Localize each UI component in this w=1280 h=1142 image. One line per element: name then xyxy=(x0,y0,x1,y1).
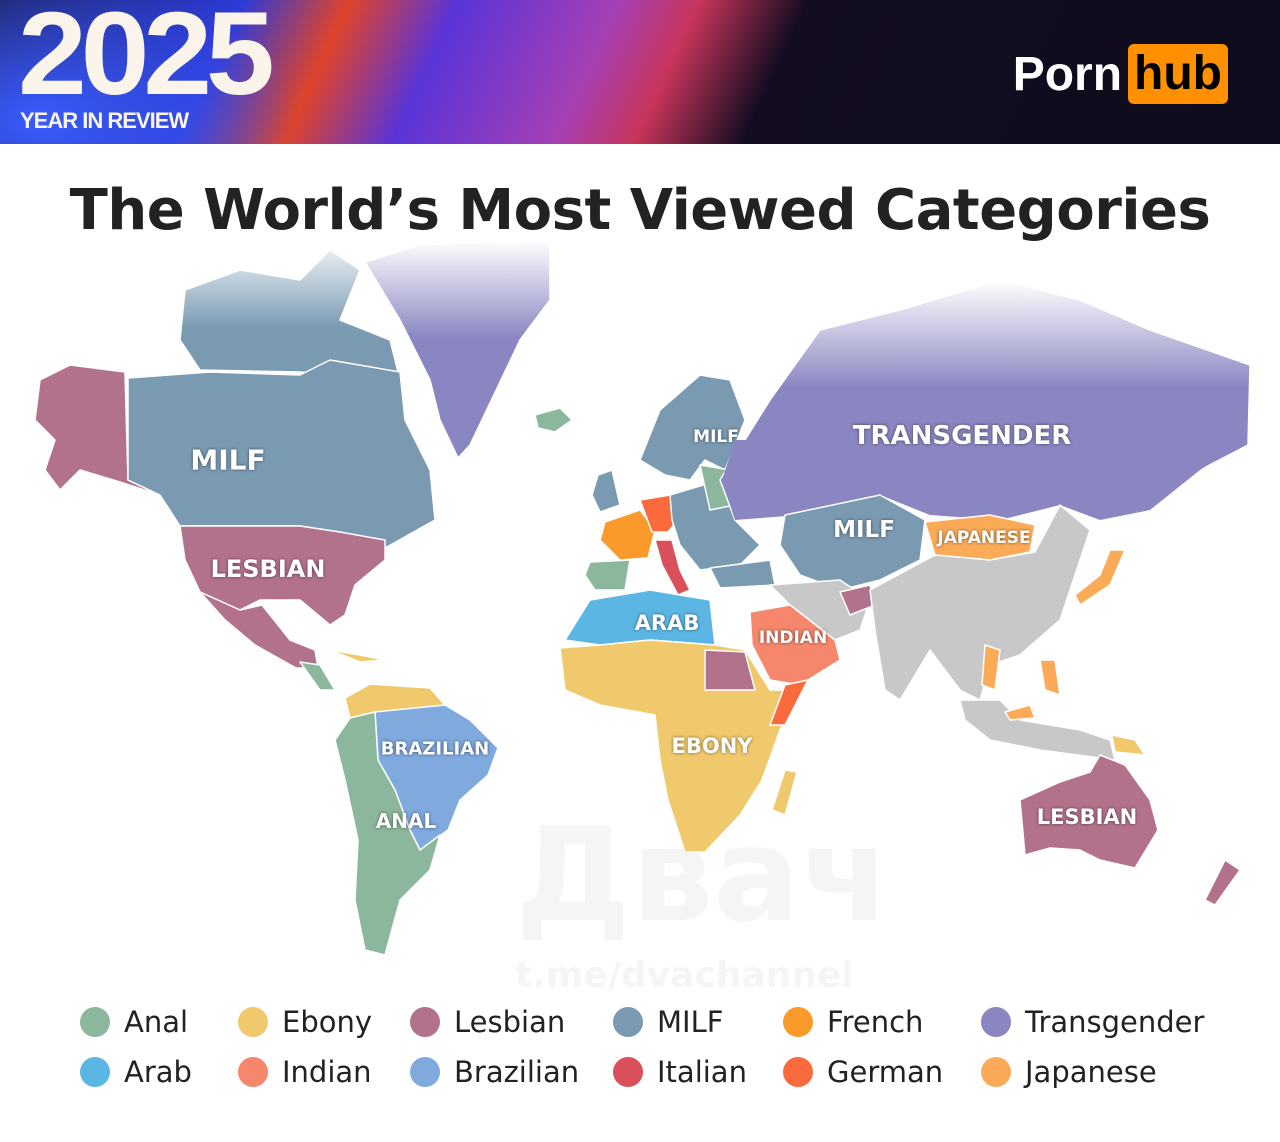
map-label-north-africa: ARAB xyxy=(634,611,700,635)
map-label-scandinavia: MILF xyxy=(693,427,739,447)
region-central-america xyxy=(299,661,336,691)
region-madagascar xyxy=(771,769,798,816)
legend-label: German xyxy=(827,1055,944,1089)
legend-item: German xyxy=(783,1055,981,1089)
region-australia xyxy=(1019,754,1159,869)
map-label-south-america: ANAL xyxy=(375,809,437,833)
legend-swatch xyxy=(410,1007,440,1037)
legend-label: Lesbian xyxy=(454,1005,566,1039)
legend-swatch xyxy=(80,1057,110,1087)
map-label-africa: EBONY xyxy=(671,734,753,758)
legend-swatch xyxy=(613,1057,643,1087)
legend-item: French xyxy=(783,1005,981,1039)
region-sudan xyxy=(704,649,756,691)
region-japan xyxy=(1074,549,1126,606)
header-banner: 2025 YEAR IN REVIEW Porn hub xyxy=(0,0,1280,144)
region-china-south-asia xyxy=(869,504,1091,701)
brand-logo: Porn hub xyxy=(1013,44,1228,104)
region-central-asia xyxy=(779,494,926,591)
region-italy xyxy=(654,539,691,596)
map-label-australia: LESBIAN xyxy=(1036,805,1138,829)
map-label-arabia: INDIAN xyxy=(758,628,828,648)
region-southeast-asia xyxy=(959,699,1116,761)
legend-item: Brazilian xyxy=(410,1055,613,1089)
region-arctic-canada xyxy=(179,249,401,381)
legend-swatch xyxy=(410,1057,440,1087)
page-title: The World’s Most Viewed Categories xyxy=(69,178,1211,243)
watermark-handle: t.me/dvachannel xyxy=(515,955,854,996)
legend-label: Brazilian xyxy=(454,1055,580,1089)
legend-label: French xyxy=(827,1005,924,1039)
legend-item: Arab xyxy=(80,1055,238,1089)
legend-item: Ebony xyxy=(238,1005,410,1039)
legend-label: Arab xyxy=(124,1055,192,1089)
legend-swatch xyxy=(981,1007,1011,1037)
legend-swatch xyxy=(613,1007,643,1037)
legend-item: MILF xyxy=(613,1005,783,1039)
legend-swatch xyxy=(238,1057,268,1087)
legend-label: Transgender xyxy=(1025,1005,1205,1039)
region-africa xyxy=(559,639,801,853)
region-canada xyxy=(127,359,436,549)
map-label-brazil: BRAZILIAN xyxy=(380,738,490,760)
legend-item: Lesbian xyxy=(410,1005,613,1039)
region-france xyxy=(599,509,656,561)
region-iberia xyxy=(584,559,631,591)
map-label-canada: MILF xyxy=(190,443,266,477)
watermark-logo: Двач xyxy=(515,799,891,951)
region-uk xyxy=(591,469,621,513)
region-mexico xyxy=(199,591,319,669)
legend-swatch xyxy=(783,1057,813,1087)
legend-item: Italian xyxy=(613,1055,783,1089)
legend-item: Japanese xyxy=(981,1055,1201,1089)
region-caribbean xyxy=(329,649,386,663)
legend-item: Anal xyxy=(80,1005,238,1039)
legend-label: Japanese xyxy=(1025,1055,1157,1089)
map-label-central-asia: MILF xyxy=(833,517,895,543)
legend-label: Ebony xyxy=(282,1005,373,1039)
legend-swatch xyxy=(238,1007,268,1037)
region-alaska xyxy=(34,364,161,496)
region-germany xyxy=(639,494,679,533)
logo-text-left: Porn xyxy=(1012,47,1123,101)
legend-label: MILF xyxy=(657,1005,724,1039)
region-new-zealand xyxy=(1204,859,1241,906)
legend-swatch xyxy=(783,1007,813,1037)
logo-text-right: hub xyxy=(1128,44,1228,104)
legend-swatch xyxy=(981,1057,1011,1087)
region-iceland xyxy=(534,407,573,433)
legend-swatch xyxy=(80,1007,110,1037)
map-label-mongolia: JAPANESE xyxy=(937,528,1031,548)
region-greenland xyxy=(364,239,551,459)
map-legend: Anal Ebony Lesbian MILF French Transgender Ara… xyxy=(80,1005,1240,1089)
year-heading: 2025 xyxy=(18,0,275,120)
region-andes-southern-cone xyxy=(334,711,441,956)
region-somalia xyxy=(769,679,809,726)
region-russia-body xyxy=(722,440,1245,520)
region-philippines xyxy=(1039,659,1061,696)
year-in-review-label: YEAR IN REVIEW xyxy=(20,108,189,133)
legend-label: Indian xyxy=(282,1055,372,1089)
map-label-russia: TRANSGENDER xyxy=(852,421,1072,451)
map-label-usa: LESBIAN xyxy=(210,555,326,583)
region-vietnam xyxy=(981,644,1001,691)
legend-item: Indian xyxy=(238,1055,410,1089)
legend-label: Anal xyxy=(124,1005,189,1039)
legend-item: Transgender xyxy=(981,1005,1205,1039)
region-arabia xyxy=(749,604,841,686)
region-png xyxy=(1111,734,1146,756)
legend-label: Italian xyxy=(657,1055,747,1089)
region-indonesia xyxy=(1004,704,1036,721)
